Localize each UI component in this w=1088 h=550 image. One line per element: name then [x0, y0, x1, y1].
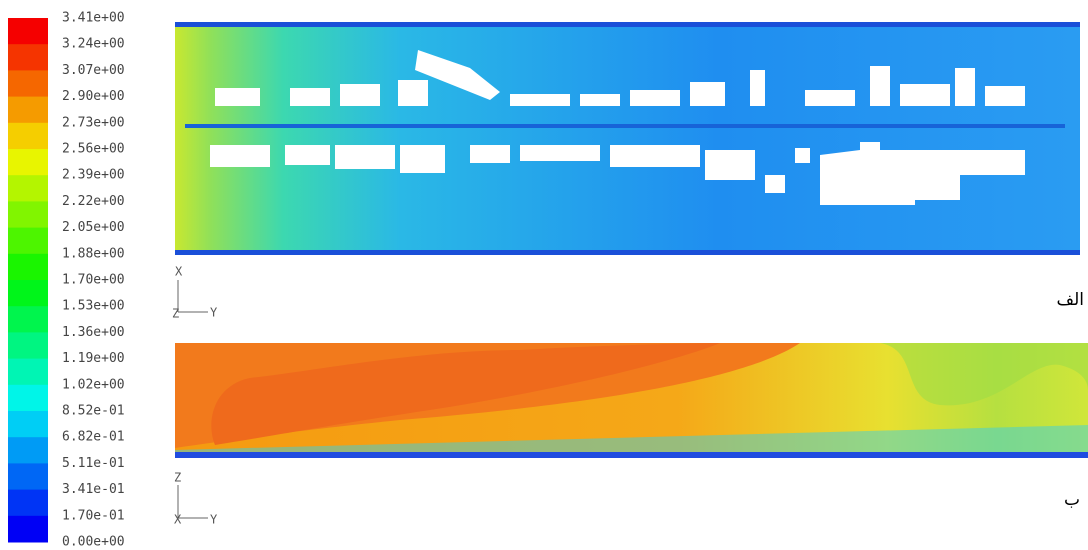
panel-label: الف: [1056, 290, 1084, 310]
colorbar-label: 1.02e+00: [62, 377, 125, 392]
colorbar-label: 1.70e-01: [62, 508, 125, 523]
colorbar-label: 2.22e+00: [62, 194, 125, 209]
panel-b-contour: [175, 343, 1088, 458]
colorbar-label: 5.11e-01: [62, 456, 125, 471]
colorbar: 3.41e+00 3.24e+00 3.07e+00 2.90e+00 2.73e+00…: [8, 11, 125, 550]
colorbar-label: 1.19e+00: [62, 351, 125, 366]
colorbar-label: 1.53e+00: [62, 299, 125, 314]
color-swatch: [8, 385, 48, 412]
color-swatch: [8, 201, 48, 228]
color-swatch: [8, 123, 48, 150]
color-swatch: [8, 97, 48, 124]
colorbar-label: 1.88e+00: [62, 246, 125, 261]
colorbar-label: 0.00e+00: [62, 535, 125, 550]
colorbar-label: 1.70e+00: [62, 273, 125, 288]
color-swatch: [8, 70, 48, 97]
colorbar-label: 3.07e+00: [62, 63, 125, 78]
axis-label: Y: [210, 306, 218, 320]
color-swatch: [8, 175, 48, 202]
color-swatch: [8, 437, 48, 464]
color-swatch: [8, 254, 48, 281]
color-swatch: [8, 149, 48, 176]
colorbar-label: 1.36e+00: [62, 325, 125, 340]
panel-label: ب: [1064, 490, 1080, 510]
color-swatch: [8, 18, 48, 45]
color-swatch: [8, 463, 48, 490]
color-swatch: [8, 228, 48, 255]
axis-label: X: [174, 513, 182, 527]
axis-label: Z: [174, 471, 181, 485]
colorbar-label: 2.73e+00: [62, 115, 125, 130]
colorbar-label: 2.56e+00: [62, 142, 125, 157]
panel-a-contour: [175, 22, 1080, 255]
figure: 3.41e+00 3.24e+00 3.07e+00 2.90e+00 2.73e+00…: [0, 0, 1088, 550]
color-swatch: [8, 280, 48, 307]
axis-triad-a: X Z Y: [172, 265, 218, 321]
colorbar-label: 6.82e-01: [62, 430, 125, 445]
colorbar-label: 2.90e+00: [62, 89, 125, 104]
color-swatch: [8, 411, 48, 438]
color-swatch: [8, 490, 48, 517]
colorbar-label: 8.52e-01: [62, 404, 125, 419]
colorbar-label: 2.39e+00: [62, 168, 125, 183]
axis-label: Z: [172, 307, 179, 321]
colorbar-label: 2.05e+00: [62, 220, 125, 235]
colorbar-label: 3.41e+00: [62, 11, 125, 26]
axis-triad-b: Z X Y: [174, 471, 218, 527]
axis-label: X: [175, 265, 183, 279]
axis-label: Y: [210, 513, 218, 527]
color-swatch: [8, 516, 48, 543]
color-swatch: [8, 44, 48, 71]
color-swatch: [8, 359, 48, 386]
colorbar-label: 3.41e-01: [62, 482, 125, 497]
color-swatch: [8, 306, 48, 333]
color-swatch: [8, 332, 48, 359]
colorbar-label: 3.24e+00: [62, 37, 125, 52]
